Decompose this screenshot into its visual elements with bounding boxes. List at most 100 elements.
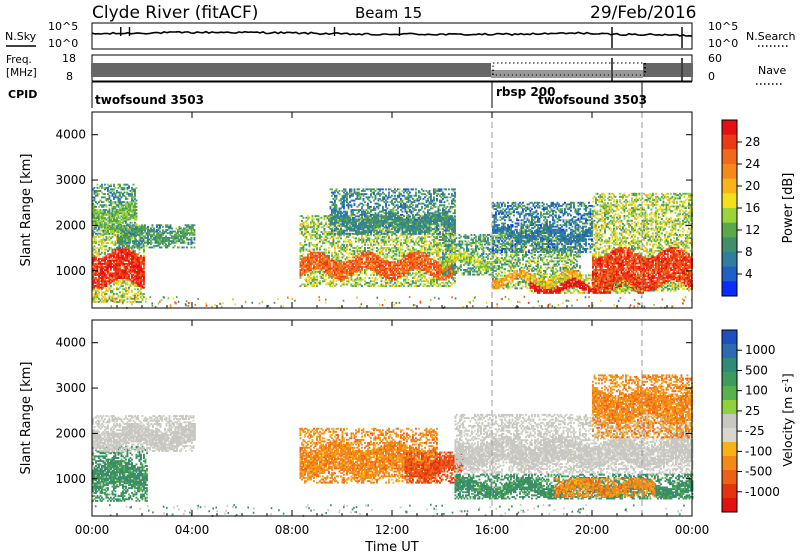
power-cell	[376, 270, 378, 273]
power-cell	[147, 225, 149, 228]
power-cell	[418, 256, 420, 259]
power-cell	[410, 256, 413, 259]
power-cell	[365, 256, 368, 259]
power-cell	[123, 264, 126, 267]
power-cell	[307, 264, 309, 267]
power-cell	[186, 224, 188, 227]
power-cell	[395, 247, 398, 249]
power-cell	[111, 251, 114, 254]
power-cell	[313, 245, 315, 248]
power-cell	[128, 185, 130, 188]
cpid-segment-3: twofsound 3503	[538, 93, 647, 107]
power-cell	[134, 215, 136, 218]
power-cell	[386, 254, 389, 257]
power-cell	[134, 250, 136, 253]
power-cell	[143, 250, 145, 253]
power-cell	[364, 216, 366, 219]
power-cell	[409, 235, 411, 238]
power-cell	[386, 270, 389, 273]
power-cell	[302, 256, 305, 259]
power-cell	[323, 261, 326, 264]
power-cell	[95, 296, 97, 299]
power-cell	[114, 212, 117, 215]
power-cell	[157, 232, 160, 235]
power-cell	[305, 227, 308, 230]
power-cell	[301, 274, 303, 276]
power-cell	[394, 253, 396, 256]
power-cell	[93, 218, 96, 221]
power-cell	[160, 237, 163, 239]
power-cell	[134, 285, 136, 287]
power-cell	[96, 193, 99, 196]
power-cell	[358, 250, 360, 253]
power-cell	[101, 215, 103, 218]
power-cell	[138, 239, 141, 241]
power-cell	[134, 229, 136, 232]
power-cell	[96, 296, 99, 299]
power-cell	[370, 264, 372, 267]
power-cell	[93, 264, 96, 267]
power-cell	[96, 202, 99, 205]
power-cell	[132, 278, 135, 281]
power-cell	[316, 235, 318, 238]
power-cell	[120, 274, 123, 276]
power-cell	[134, 272, 136, 275]
power-cell	[400, 274, 402, 276]
power-cell	[409, 254, 411, 257]
power-cell	[343, 261, 345, 264]
power-cell	[140, 266, 142, 268]
power-cell	[123, 262, 126, 265]
power-cell	[311, 226, 314, 229]
power-cell	[328, 218, 330, 221]
power-cell	[116, 242, 118, 245]
power-cell	[406, 266, 408, 268]
power-cell	[111, 215, 114, 218]
power-cell	[120, 215, 123, 218]
power-cell	[135, 293, 138, 295]
power-cell	[98, 281, 100, 284]
power-cell	[114, 240, 117, 243]
power-cell	[116, 277, 118, 279]
power-cell	[128, 218, 130, 221]
power-cell	[377, 234, 380, 237]
power-cell	[332, 261, 335, 264]
power-cell	[108, 194, 111, 197]
power-cell	[116, 213, 118, 216]
power-cell	[299, 227, 302, 230]
power-cell	[120, 212, 123, 215]
power-cell	[113, 266, 115, 268]
power-cell	[383, 285, 386, 287]
power-cell	[311, 270, 314, 273]
power-cell	[373, 272, 375, 275]
power-cell	[159, 225, 161, 228]
power-cell	[418, 240, 420, 243]
power-cell	[156, 241, 158, 244]
power-cell	[406, 261, 408, 264]
power-cell	[337, 242, 339, 245]
power-cell	[335, 242, 338, 245]
power-cell	[412, 266, 414, 268]
power-cell	[140, 258, 142, 260]
power-cell	[413, 272, 416, 275]
power-cell	[192, 224, 194, 227]
power-cell	[190, 240, 193, 243]
power-cell	[413, 242, 416, 245]
power-cell	[355, 281, 357, 284]
power-cell	[141, 270, 144, 273]
power-cell	[430, 280, 432, 283]
power-cell	[95, 293, 97, 295]
power-cell	[427, 258, 429, 260]
power-cell	[135, 261, 138, 264]
power-cell	[307, 262, 309, 265]
power-cell	[114, 228, 117, 230]
power-cell	[325, 262, 327, 265]
power-cell	[132, 270, 135, 273]
power-cell	[127, 243, 130, 246]
power-cell	[117, 259, 120, 262]
power-cell	[409, 264, 411, 267]
power-cell	[383, 275, 386, 278]
power-cell	[110, 259, 112, 262]
power-cell	[385, 235, 387, 238]
power-cell	[325, 248, 327, 251]
power-cell	[397, 248, 399, 251]
